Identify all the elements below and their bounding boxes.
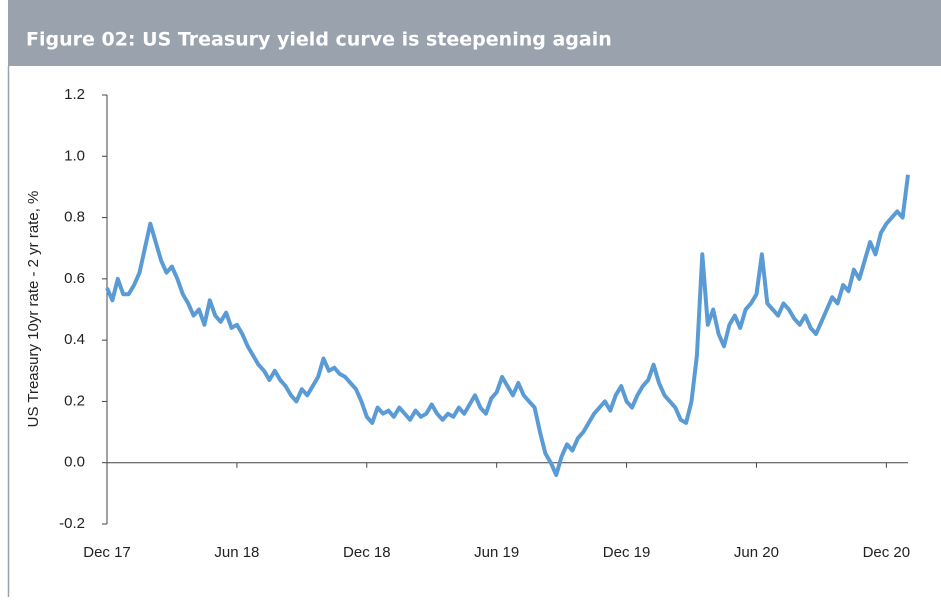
x-tick-label: Dec 17: [83, 544, 131, 561]
y-tick-label: 0.0: [64, 454, 85, 471]
x-tick-label: Jun 20: [734, 544, 779, 561]
x-tick-label: Dec 18: [343, 544, 391, 561]
y-tick-label: 1.2: [64, 86, 85, 103]
header-bar: [8, 0, 941, 66]
y-tick-label: 0.6: [64, 270, 85, 287]
y-tick-label: -0.2: [59, 515, 85, 532]
y-tick-label: 0.8: [64, 209, 85, 226]
x-tick-label: Jun 19: [474, 544, 519, 561]
y-tick-label: 0.4: [64, 331, 85, 348]
y-tick-label: 1.0: [64, 147, 85, 164]
chart-title: Figure 02: US Treasury yield curve is st…: [26, 29, 612, 51]
x-tick-label: Dec 19: [603, 544, 651, 561]
line-series: [105, 174, 910, 477]
y-tick-label: 0.2: [64, 392, 85, 409]
y-axis-label: US Treasury 10yr rate - 2 yr rate, %: [25, 191, 42, 428]
x-tick-label: Dec 20: [863, 544, 911, 561]
x-tick-label: Jun 18: [214, 544, 259, 561]
